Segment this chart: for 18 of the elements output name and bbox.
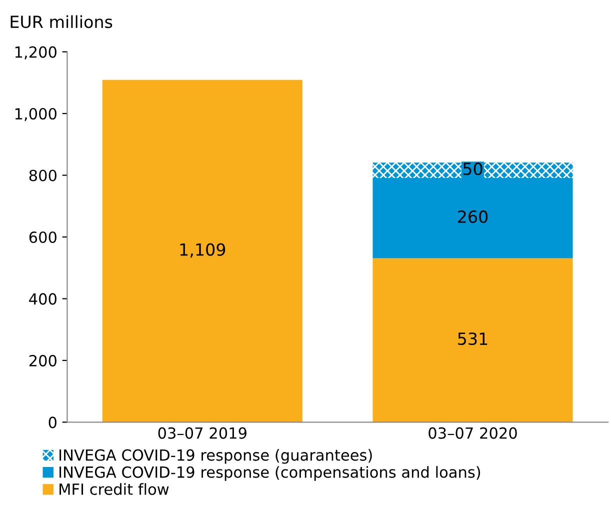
legend-label: INVEGA COVID-19 response (compensations and loans) <box>60 466 480 481</box>
y-tick-label: 200 <box>29 354 56 366</box>
x-tick-label: 03–07 2020 <box>428 427 517 439</box>
data-label: 531 <box>458 332 488 346</box>
y-tick-label: 400 <box>29 293 56 305</box>
data-label: 260 <box>458 210 488 223</box>
legend-label: INVEGA COVID-19 response (guarantees) <box>60 449 372 464</box>
data-label: 50 <box>463 162 482 176</box>
bar <box>372 258 573 422</box>
y-tick-label: 800 <box>29 170 56 182</box>
y-tick-label: 1,000 <box>15 108 56 122</box>
y-tick-label: 1,200 <box>15 46 56 60</box>
data-label: 1,109 <box>180 243 226 258</box>
legend-label: MFI credit flow <box>60 483 169 495</box>
y-tick-label: 600 <box>29 231 56 244</box>
y-tick-label: 0 <box>48 416 56 428</box>
x-tick-label: 03–07 2019 <box>158 427 246 439</box>
y-axis-title: EUR millions <box>10 15 112 28</box>
